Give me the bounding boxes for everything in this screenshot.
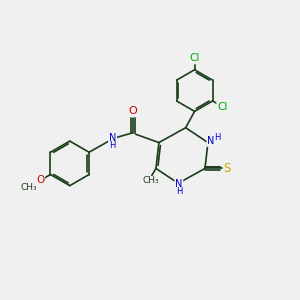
Text: N: N <box>175 179 182 189</box>
Text: Cl: Cl <box>189 53 200 64</box>
Text: CH₃: CH₃ <box>20 182 37 191</box>
Text: H: H <box>110 141 116 150</box>
Text: O: O <box>36 175 44 185</box>
Text: S: S <box>224 162 231 175</box>
Text: H: H <box>214 133 221 142</box>
Text: N: N <box>109 133 116 142</box>
Text: CH₃: CH₃ <box>142 176 159 185</box>
Text: Cl: Cl <box>217 102 228 112</box>
Text: H: H <box>176 187 182 196</box>
Text: N: N <box>207 136 214 146</box>
Text: O: O <box>128 106 137 116</box>
